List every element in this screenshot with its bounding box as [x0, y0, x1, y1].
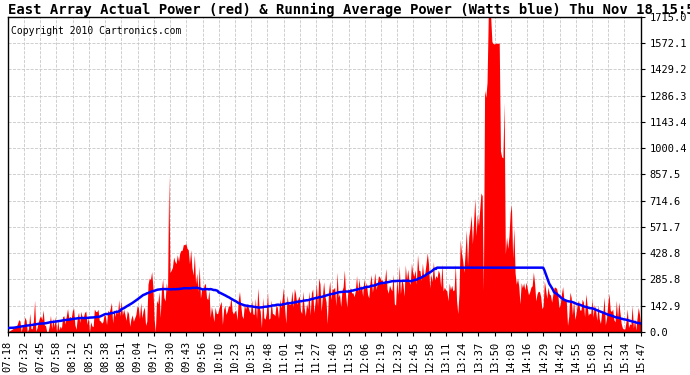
Text: East Array Actual Power (red) & Running Average Power (Watts blue) Thu Nov 18 15: East Array Actual Power (red) & Running …	[8, 3, 690, 17]
Text: Copyright 2010 Cartronics.com: Copyright 2010 Cartronics.com	[11, 26, 181, 36]
